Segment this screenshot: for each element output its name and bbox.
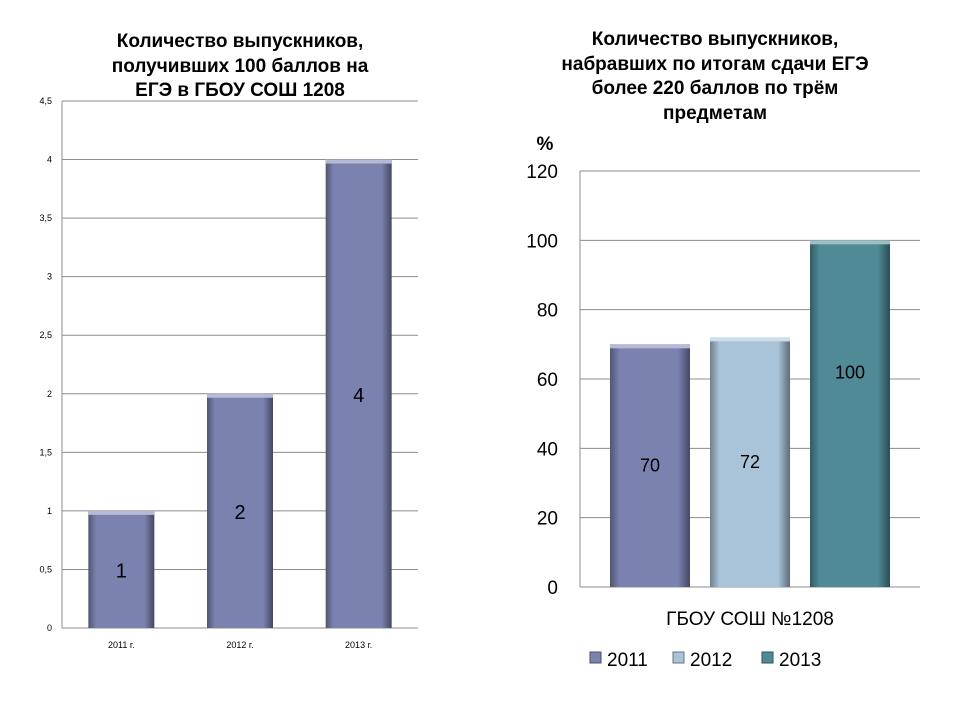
data-label: 4: [353, 385, 364, 407]
y-tick-label: 3,5: [39, 213, 52, 223]
data-label: 1: [116, 560, 127, 582]
data-label: 2: [234, 502, 245, 524]
left-chart-title-line: ЕГЭ в ГБОУ СОШ 1208: [135, 80, 345, 102]
data-label: 100: [835, 363, 865, 383]
y-tick-label: 120: [526, 162, 558, 183]
x-tick-label: 2013 г.: [345, 640, 372, 650]
legend-label: 2011: [607, 650, 648, 671]
legend-swatch: [589, 651, 602, 664]
legend-label: 2013: [779, 650, 821, 671]
y-tick-label: 60: [537, 370, 558, 391]
y-tick-label: 0,5: [39, 564, 52, 574]
bar-top: [810, 240, 890, 245]
y-tick-label: 3: [47, 272, 52, 282]
data-label: 72: [740, 452, 760, 472]
bar-top: [710, 337, 790, 342]
right-chart-title: Количество выпускников, набравших по ито…: [520, 28, 910, 127]
data-label: 70: [640, 456, 660, 476]
x-axis-label: ГБОУ СОШ №1208: [666, 609, 834, 630]
right-chart-title-line: Количество выпускников,: [591, 29, 839, 50]
bar-top: [207, 393, 273, 398]
y-tick-label: 2: [47, 389, 52, 399]
bar: [325, 159, 392, 629]
right-chart-title-line: более 220 баллов по трём: [591, 78, 839, 100]
y-tick-label: 4: [47, 155, 52, 165]
bar: [207, 393, 273, 628]
bar: [810, 240, 890, 588]
y-tick-label: 0: [547, 578, 558, 599]
left-chart-title-line: получивших 100 баллов на: [111, 55, 369, 77]
bar: [710, 337, 790, 587]
x-tick-label: 2012 г.: [226, 640, 253, 650]
right-chart-title-line: предметам: [662, 103, 767, 125]
y-tick-label: 100: [526, 231, 558, 252]
legend-swatch: [672, 651, 685, 664]
y-tick-label: 1,5: [39, 447, 52, 457]
left-chart-title-line: Количество выпускников,: [116, 31, 364, 52]
right-chart-title-line: набравших по итогам сдачи ЕГЭ: [561, 53, 869, 75]
y-tick-label: 1: [47, 506, 52, 516]
y-tick-label: 2,5: [39, 330, 52, 340]
legend-swatch: [761, 651, 774, 664]
x-tick-label: 2011 г.: [108, 640, 135, 650]
left-chart-title: Количество выпускников, получивших 100 б…: [60, 30, 420, 104]
legend-label: 2012: [690, 650, 732, 671]
bar-top: [325, 159, 392, 164]
y-tick-label: 40: [537, 439, 558, 460]
bar-top: [88, 510, 155, 515]
bar: [88, 510, 155, 628]
y-tick-label: 80: [537, 301, 558, 322]
y-axis-label: %: [537, 134, 554, 155]
y-tick-label: 0: [47, 623, 52, 633]
bar-top: [610, 344, 690, 349]
left-bar-chart: 0 0,5 1 1,5 2 2,5 3 3,5 4 4,5 1 2011 г. 2 2012 г. 4 201…: [39, 96, 418, 650]
y-tick-label: 4,5: [39, 96, 52, 106]
y-tick-label: 20: [537, 509, 558, 530]
bar: [610, 344, 690, 587]
